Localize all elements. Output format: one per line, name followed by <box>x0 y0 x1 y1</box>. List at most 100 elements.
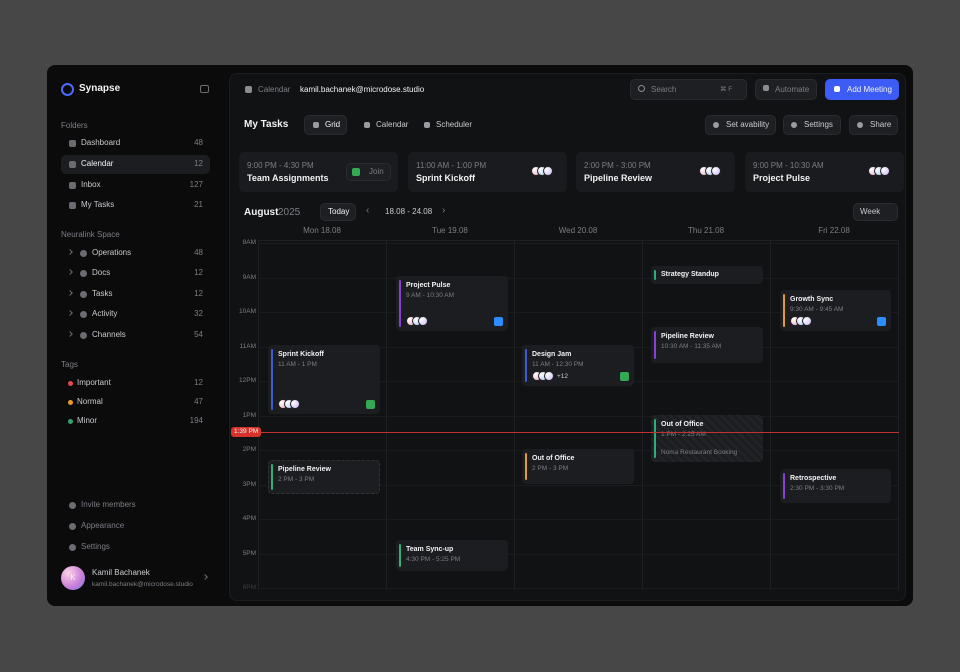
event[interactable] <box>268 460 380 494</box>
day-header: Thu 21.08 <box>687 226 725 235</box>
hour-line <box>258 484 898 486</box>
nav-label: Operations <box>92 248 132 257</box>
nav-count: 12 <box>194 289 203 298</box>
nav-count: 54 <box>194 330 203 339</box>
grid-column-line <box>898 240 899 590</box>
year: 2025 <box>278 207 301 218</box>
nav-label: Inbox <box>81 180 101 189</box>
icon <box>69 523 76 530</box>
tag-count: 12 <box>194 378 203 387</box>
avatar <box>543 166 553 176</box>
hour-line <box>258 415 898 417</box>
add-button[interactable] <box>825 79 899 100</box>
event-title: Pipeline Review <box>661 333 714 340</box>
event-accent <box>783 294 785 327</box>
icon <box>352 168 360 176</box>
card-title: Sprint Kickoff <box>416 173 476 183</box>
hour-line <box>258 588 898 589</box>
tag-dot <box>68 381 73 386</box>
avatar <box>418 316 428 326</box>
event[interactable] <box>651 415 763 462</box>
event-title: Project Pulse <box>406 282 451 289</box>
nav-count: 48 <box>194 138 203 147</box>
view-tab[interactable] <box>304 115 347 135</box>
event[interactable] <box>780 469 891 503</box>
icon <box>69 140 76 147</box>
grid-column-line <box>642 240 643 590</box>
tag-label: Normal <box>77 397 103 406</box>
month: August <box>244 207 279 218</box>
hour-label: 11AM <box>239 342 257 350</box>
view-select[interactable] <box>853 203 898 221</box>
event-accent <box>654 419 656 458</box>
action-button[interactable] <box>849 115 898 135</box>
event[interactable] <box>522 449 634 484</box>
icon <box>80 250 87 257</box>
event-accent <box>271 349 273 410</box>
event-title: Team Sync-up <box>406 546 454 553</box>
icon <box>366 400 375 409</box>
avatar <box>711 166 721 176</box>
user-email: kamil.bachanek@microdose.studio <box>92 581 193 588</box>
nav-label: My Tasks <box>81 200 115 209</box>
tag-dot <box>68 419 73 424</box>
grid-column-line <box>514 240 515 590</box>
event-accent <box>399 280 401 327</box>
event-title: Retrospective <box>790 475 837 482</box>
event[interactable] <box>396 540 508 571</box>
icon <box>69 202 76 209</box>
nav-label: Dashboard <box>81 138 121 147</box>
event-time: 9:30 AM - 9:45 AM <box>790 306 844 313</box>
join-label: Join <box>369 167 384 176</box>
hour-line <box>258 277 898 279</box>
icon <box>763 85 769 91</box>
event[interactable] <box>651 327 763 363</box>
event-title: Growth Sync <box>790 296 834 303</box>
hour-label: 4PM <box>242 515 256 522</box>
event-time: 11 AM - 1 PM <box>278 361 317 368</box>
event-title: Pipeline Review <box>278 466 331 473</box>
prev-button[interactable]: ‹ <box>366 205 370 216</box>
section-title: Tags <box>61 360 78 369</box>
event-accent <box>654 270 656 280</box>
grid-column-line <box>258 240 259 590</box>
action-label: Share <box>870 120 892 129</box>
search-placeholder: Search <box>651 85 677 94</box>
event-extra: +12 <box>557 373 569 380</box>
icon <box>69 161 76 168</box>
section-title: Folders <box>61 121 88 130</box>
avatar <box>880 166 890 176</box>
nav-label: Tasks <box>92 289 113 298</box>
nav-count: 48 <box>194 248 203 257</box>
brand: Synapse <box>79 83 121 94</box>
automate-button[interactable] <box>755 79 817 100</box>
automate-label: Automate <box>775 85 810 94</box>
action-button[interactable] <box>783 115 841 135</box>
action-button[interactable] <box>705 115 776 135</box>
next-button[interactable]: › <box>442 205 446 216</box>
event-title: Out of Office <box>661 421 704 428</box>
event-title: Design Jam <box>532 351 572 358</box>
add-label: Add Meeting <box>847 85 892 94</box>
tag-dot <box>68 400 73 405</box>
today-button[interactable] <box>320 203 356 221</box>
hour-line <box>258 519 898 520</box>
event[interactable] <box>651 266 763 284</box>
icon <box>69 544 76 551</box>
icon <box>80 291 87 298</box>
nav-count: 127 <box>189 180 203 189</box>
selected-row <box>61 155 210 174</box>
day-header: Fri 22.08 <box>818 226 850 235</box>
event-accent <box>399 544 401 567</box>
icon <box>877 317 886 326</box>
icon <box>80 311 87 318</box>
collapse-icon[interactable] <box>200 85 209 93</box>
tag-label: Important <box>77 378 111 387</box>
icon <box>69 182 76 189</box>
card-time: 11:00 AM - 1:00 PM <box>416 161 487 170</box>
hour-label: 12PM <box>239 377 256 384</box>
search-box[interactable] <box>630 79 747 100</box>
day-header: Wed 20.08 <box>558 226 598 235</box>
account: kamil.bachanek@microdose.studio <box>300 85 425 94</box>
join-button[interactable] <box>346 163 391 181</box>
